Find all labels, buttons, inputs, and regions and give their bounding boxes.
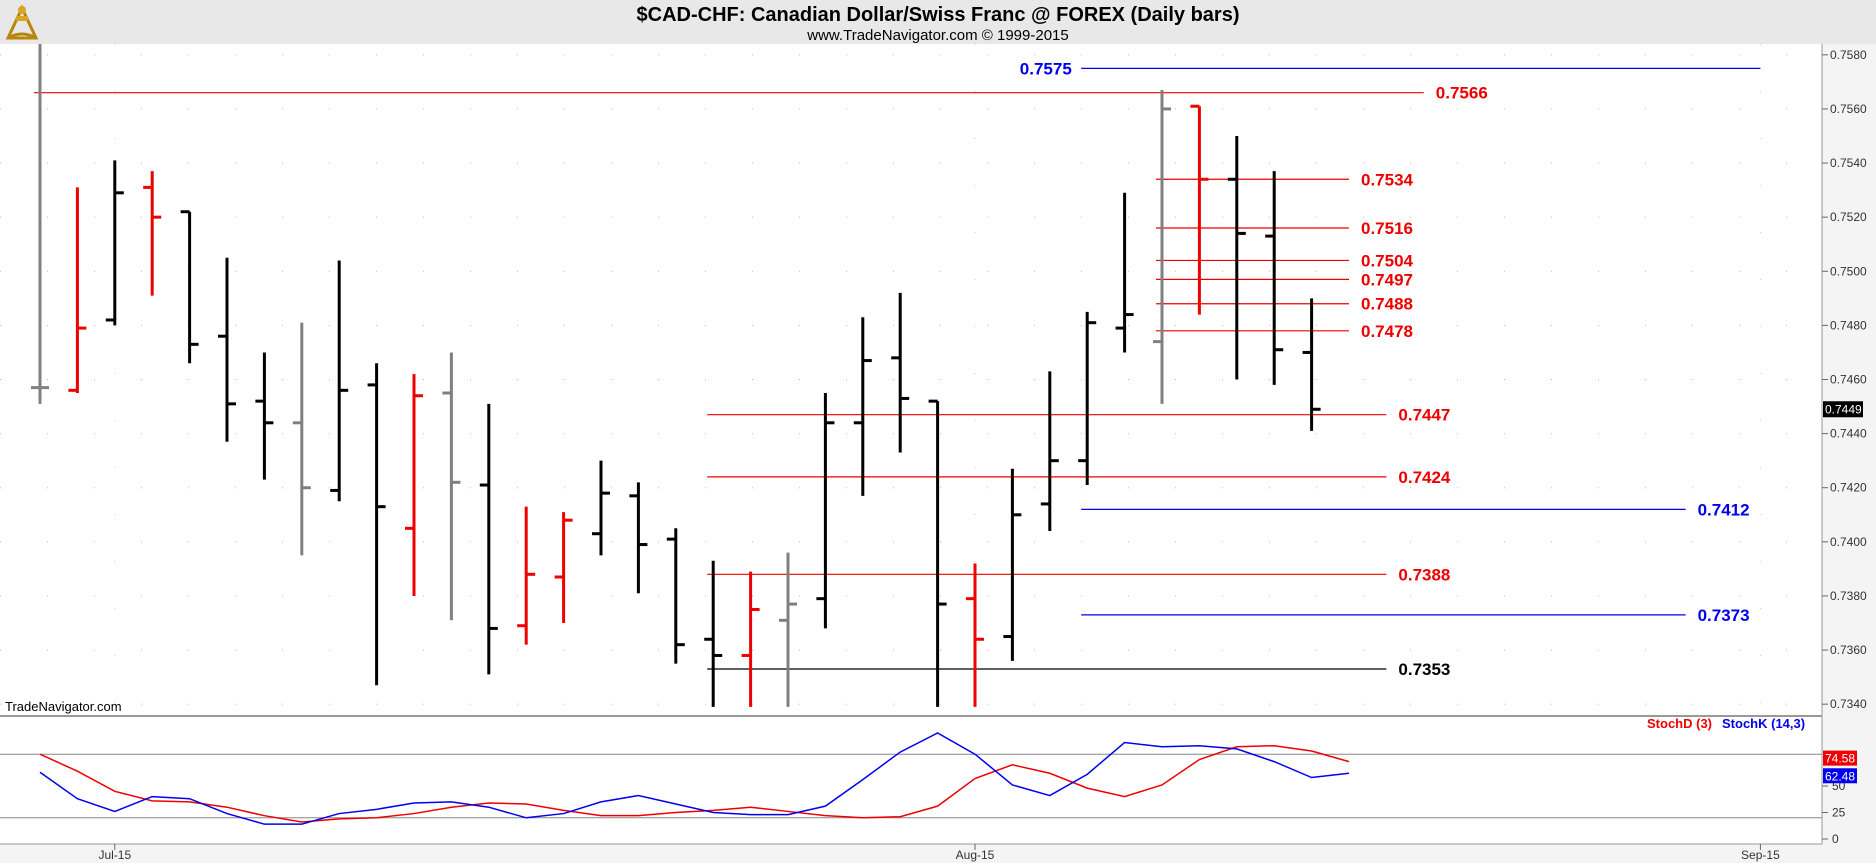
ohlc-bar (218, 257, 236, 442)
time-axis-labels: Jul-15 Aug-15 Sep-15 (98, 844, 1780, 862)
ohlc-bar (68, 187, 87, 394)
ohlc-bar (517, 506, 536, 645)
time-tick-label: Sep-15 (1741, 848, 1780, 862)
stoch-value-tag (1823, 768, 1857, 784)
ohlc-bar (1190, 104, 1209, 315)
ohlc-bar (31, 44, 49, 404)
level-label: 0.7488 (1361, 295, 1413, 314)
watermark: TradeNavigator.com (5, 699, 122, 714)
stoch-line-d (39, 744, 1350, 823)
ohlc-bar (330, 260, 349, 502)
ohlc-bar (292, 322, 311, 556)
price-panel (0, 44, 1822, 715)
price-tick-label: 0.7540 (1830, 156, 1867, 170)
price-tick-label: 0.7460 (1830, 373, 1867, 387)
stochastic-panel (0, 717, 1822, 844)
price-tick-label: 0.7340 (1830, 697, 1867, 711)
right-axis (1822, 44, 1876, 844)
ohlc-bar (143, 171, 162, 296)
stoch-value-tag (1823, 750, 1857, 766)
ohlc-bar (1302, 298, 1321, 431)
legend-stochd: StochD (3) (1647, 716, 1712, 731)
level-label: 0.7478 (1361, 322, 1413, 341)
sextant-logo-icon (5, 4, 39, 40)
ohlc-bar (479, 403, 498, 675)
ohlc-bar (592, 460, 610, 556)
time-tick-label: Aug-15 (956, 848, 995, 862)
price-tick-label: 0.7380 (1830, 589, 1867, 603)
stochastic-lines (39, 732, 1350, 825)
ohlc-bar (704, 560, 723, 707)
stoch-tick-label: 0 (1832, 832, 1839, 846)
stoch-value-label: 74.58 (1825, 752, 1855, 766)
level-label: 0.7566 (1436, 84, 1488, 103)
ohlc-bar (629, 482, 648, 594)
ohlc-bar (853, 317, 872, 496)
level-label: 0.7447 (1398, 406, 1450, 425)
price-tick-label: 0.7500 (1830, 264, 1867, 278)
level-label: 0.7504 (1361, 251, 1414, 270)
chart-title: $CAD-CHF: Canadian Dollar/Swiss Franc @ … (637, 4, 1240, 26)
price-tick-label: 0.7480 (1830, 318, 1867, 332)
ohlc-bar (1040, 371, 1059, 532)
ohlc-bar (1153, 89, 1171, 404)
level-label: 0.7353 (1398, 660, 1450, 679)
ohlc-bar (1115, 192, 1134, 353)
ohlc-bar (1078, 311, 1097, 486)
ohlc-bar (779, 552, 797, 707)
ohlc-bar (442, 352, 461, 621)
stoch-tick-label: 25 (1832, 806, 1846, 820)
level-label: 0.7412 (1698, 500, 1750, 519)
stoch-line-k (39, 732, 1350, 825)
ohlc-bar (966, 563, 984, 707)
ohlc-bar (1003, 468, 1022, 661)
ohlc-bar (666, 528, 685, 664)
level-label: 0.7388 (1398, 565, 1450, 584)
ohlc-bar (1265, 171, 1284, 385)
level-label: 0.7373 (1698, 606, 1750, 625)
ohlc-bar (1227, 135, 1246, 380)
ohlc-bar (891, 292, 910, 453)
time-tick-label: Jul-15 (98, 848, 131, 862)
ohlc-bar (554, 512, 573, 624)
legend-stochk: StochK (14,3) (1722, 716, 1805, 731)
ohlc-bar (405, 374, 423, 596)
level-label: 0.7534 (1361, 170, 1414, 189)
ohlc-bar (816, 393, 835, 629)
price-tick-label: 0.7440 (1830, 427, 1867, 441)
stoch-value-label: 62.48 (1825, 769, 1855, 783)
price-tick-label: 0.7520 (1830, 210, 1867, 224)
price-tick-label: 0.7560 (1830, 102, 1867, 116)
level-label: 0.7575 (1020, 59, 1072, 78)
header-background (0, 0, 1876, 44)
ohlc-bar (255, 352, 274, 480)
ohlc-bar (367, 363, 386, 686)
ohlc-bar (741, 571, 760, 707)
last-price-tag (1823, 401, 1863, 418)
ohlc-bar (180, 210, 199, 364)
ohlc-bar (928, 399, 947, 707)
time-axis (0, 844, 1876, 863)
price-tick-label: 0.7420 (1830, 481, 1867, 495)
price-tick-label: 0.7360 (1830, 643, 1867, 657)
price-tick-label: 0.7580 (1830, 48, 1867, 62)
ohlc-bar (105, 160, 124, 326)
ohlc-bars (31, 44, 1321, 707)
level-label: 0.7424 (1398, 468, 1451, 487)
level-label: 0.7497 (1361, 270, 1413, 289)
stochastic-grid (0, 753, 1822, 819)
price-axis: 0.7340 0.7360 0.7380 0.7400 0.7420 0.7440 0.74… (1822, 48, 1867, 711)
last-price-label: 0.7449 (1825, 402, 1862, 416)
price-tick-label: 0.7400 (1830, 535, 1867, 549)
chart-subtitle: www.TradeNavigator.com © 1999-2015 (806, 27, 1068, 44)
level-label: 0.7516 (1361, 219, 1413, 238)
